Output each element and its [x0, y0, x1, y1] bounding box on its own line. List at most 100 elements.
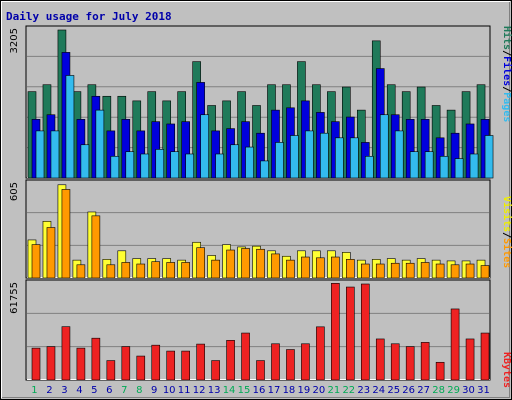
kbytes-bar-day-27: [420, 342, 430, 381]
sites-bar-day-18: [286, 259, 295, 279]
kbytes-bar-day-5: [91, 337, 101, 381]
pages-bar-day-31: [484, 135, 494, 179]
sites-bar-day-1: [31, 244, 41, 279]
sites-bar-day-17: [271, 253, 280, 279]
kbytes-panel-legend: KBytes: [501, 352, 512, 388]
day-label-10: 10: [163, 385, 176, 396]
hits-panel-ymax-label: 3205: [9, 28, 20, 53]
day-label-1: 1: [31, 385, 37, 396]
hits-files-pages-panel: 3205: [9, 25, 494, 179]
kbytes-bar-day-14: [226, 340, 235, 381]
kbytes-bar-day-24: [375, 338, 385, 381]
day-label-14: 14: [223, 385, 236, 396]
sites-bar-day-8: [136, 263, 146, 279]
pages-bar-day-5: [95, 109, 105, 179]
pages-bar-day-16: [260, 160, 269, 179]
sites-bar-day-19: [301, 256, 310, 279]
pages-bar-day-27: [424, 151, 434, 179]
kbytes-bar-day-21: [331, 283, 340, 381]
pages-bar-day-1: [35, 130, 45, 179]
sites-bar-day-9: [151, 261, 161, 279]
sites-bar-day-3: [61, 189, 71, 279]
pages-bar-day-3: [65, 75, 75, 179]
day-label-2: 2: [46, 385, 52, 396]
day-label-8: 8: [136, 385, 142, 396]
day-label-19: 19: [298, 385, 311, 396]
kbytes-bar-day-20: [316, 326, 325, 381]
pages-bar-day-30: [469, 153, 479, 179]
sites-bar-day-15: [241, 248, 250, 279]
kbytes-bar-day-3: [61, 326, 71, 381]
kbytes-bar-day-31: [480, 332, 490, 381]
visits-panel-legend: Visits/Sites: [501, 196, 512, 268]
pages-bar-day-28: [439, 155, 449, 179]
sites-bar-day-11: [181, 262, 190, 279]
kbytes-bar-day-13: [211, 360, 220, 381]
day-label-7: 7: [121, 385, 127, 396]
chart-title: Daily usage for July 2018: [6, 10, 172, 23]
kbytes-bar-day-26: [405, 346, 415, 381]
day-label-22: 22: [342, 385, 355, 396]
sites-bar-day-24: [375, 263, 385, 279]
sites-bar-day-26: [405, 262, 415, 279]
pages-bar-day-14: [230, 144, 239, 179]
kbytes-panel: 61755: [9, 279, 491, 381]
pages-bar-day-25: [394, 130, 404, 179]
day-label-15: 15: [238, 385, 251, 396]
pages-bar-day-23: [364, 155, 374, 179]
sites-bar-day-2: [46, 227, 56, 279]
day-label-26: 26: [402, 385, 415, 396]
day-label-17: 17: [268, 385, 281, 396]
day-label-16: 16: [253, 385, 266, 396]
sites-bar-day-25: [390, 262, 400, 279]
pages-bar-day-4: [80, 144, 90, 179]
sites-bar-day-22: [346, 259, 355, 279]
kbytes-bar-day-28: [435, 361, 445, 381]
pages-bar-day-11: [185, 153, 194, 179]
day-label-21: 21: [327, 385, 340, 396]
pages-bar-day-6: [110, 155, 120, 179]
kbytes-bar-day-6: [106, 360, 116, 381]
day-label-27: 27: [417, 385, 430, 396]
day-label-3: 3: [61, 385, 67, 396]
day-label-18: 18: [283, 385, 296, 396]
pages-bar-day-24: [379, 114, 389, 179]
kbytes-bar-day-10: [166, 350, 176, 381]
pages-bar-day-13: [215, 153, 224, 179]
pages-bar-day-18: [290, 135, 299, 179]
hits-panel-legend: Hits/Files/Pages: [501, 26, 512, 122]
panel-legends: Hits/Files/Pages Visits/Sites KBytes: [501, 26, 512, 388]
day-label-25: 25: [387, 385, 400, 396]
kbytes-bar-day-17: [271, 343, 280, 381]
kbytes-bar-day-19: [301, 343, 310, 381]
sites-bar-day-4: [76, 264, 86, 279]
sites-bar-day-5: [91, 215, 101, 279]
sites-bar-day-7: [121, 262, 131, 279]
sites-bar-day-16: [256, 248, 265, 279]
kbytes-bar-day-9: [151, 344, 161, 381]
sites-bar-day-20: [316, 257, 325, 279]
kbytes-panel-ymax-label: 61755: [9, 282, 20, 314]
pages-bar-day-22: [350, 137, 359, 179]
visits-panel-ymax-label: 605: [9, 182, 20, 201]
day-label-29: 29: [447, 385, 460, 396]
sites-bar-day-30: [465, 263, 475, 279]
day-label-24: 24: [372, 385, 385, 396]
pages-bar-day-7: [125, 151, 135, 179]
day-label-23: 23: [357, 385, 370, 396]
kbytes-bar-day-4: [76, 347, 86, 381]
visits-sites-panel: 605: [9, 179, 491, 279]
kbytes-bar-day-8: [136, 355, 146, 381]
kbytes-bar-day-7: [121, 346, 131, 381]
day-label-6: 6: [106, 385, 112, 396]
day-label-4: 4: [76, 385, 82, 396]
sites-bar-day-6: [106, 264, 116, 279]
day-label-31: 31: [477, 385, 490, 396]
day-axis-labels: 1 2 3 4 5 6 7 8 9 10 11 12 13 14 15 16 17 18 19 20 21 22 23 24 2…: [31, 385, 490, 396]
day-label-30: 30: [462, 385, 475, 396]
pages-bar-day-20: [320, 132, 329, 179]
sites-bar-day-14: [226, 249, 235, 279]
pages-bar-day-29: [454, 158, 464, 179]
sites-bar-day-12: [196, 247, 205, 279]
